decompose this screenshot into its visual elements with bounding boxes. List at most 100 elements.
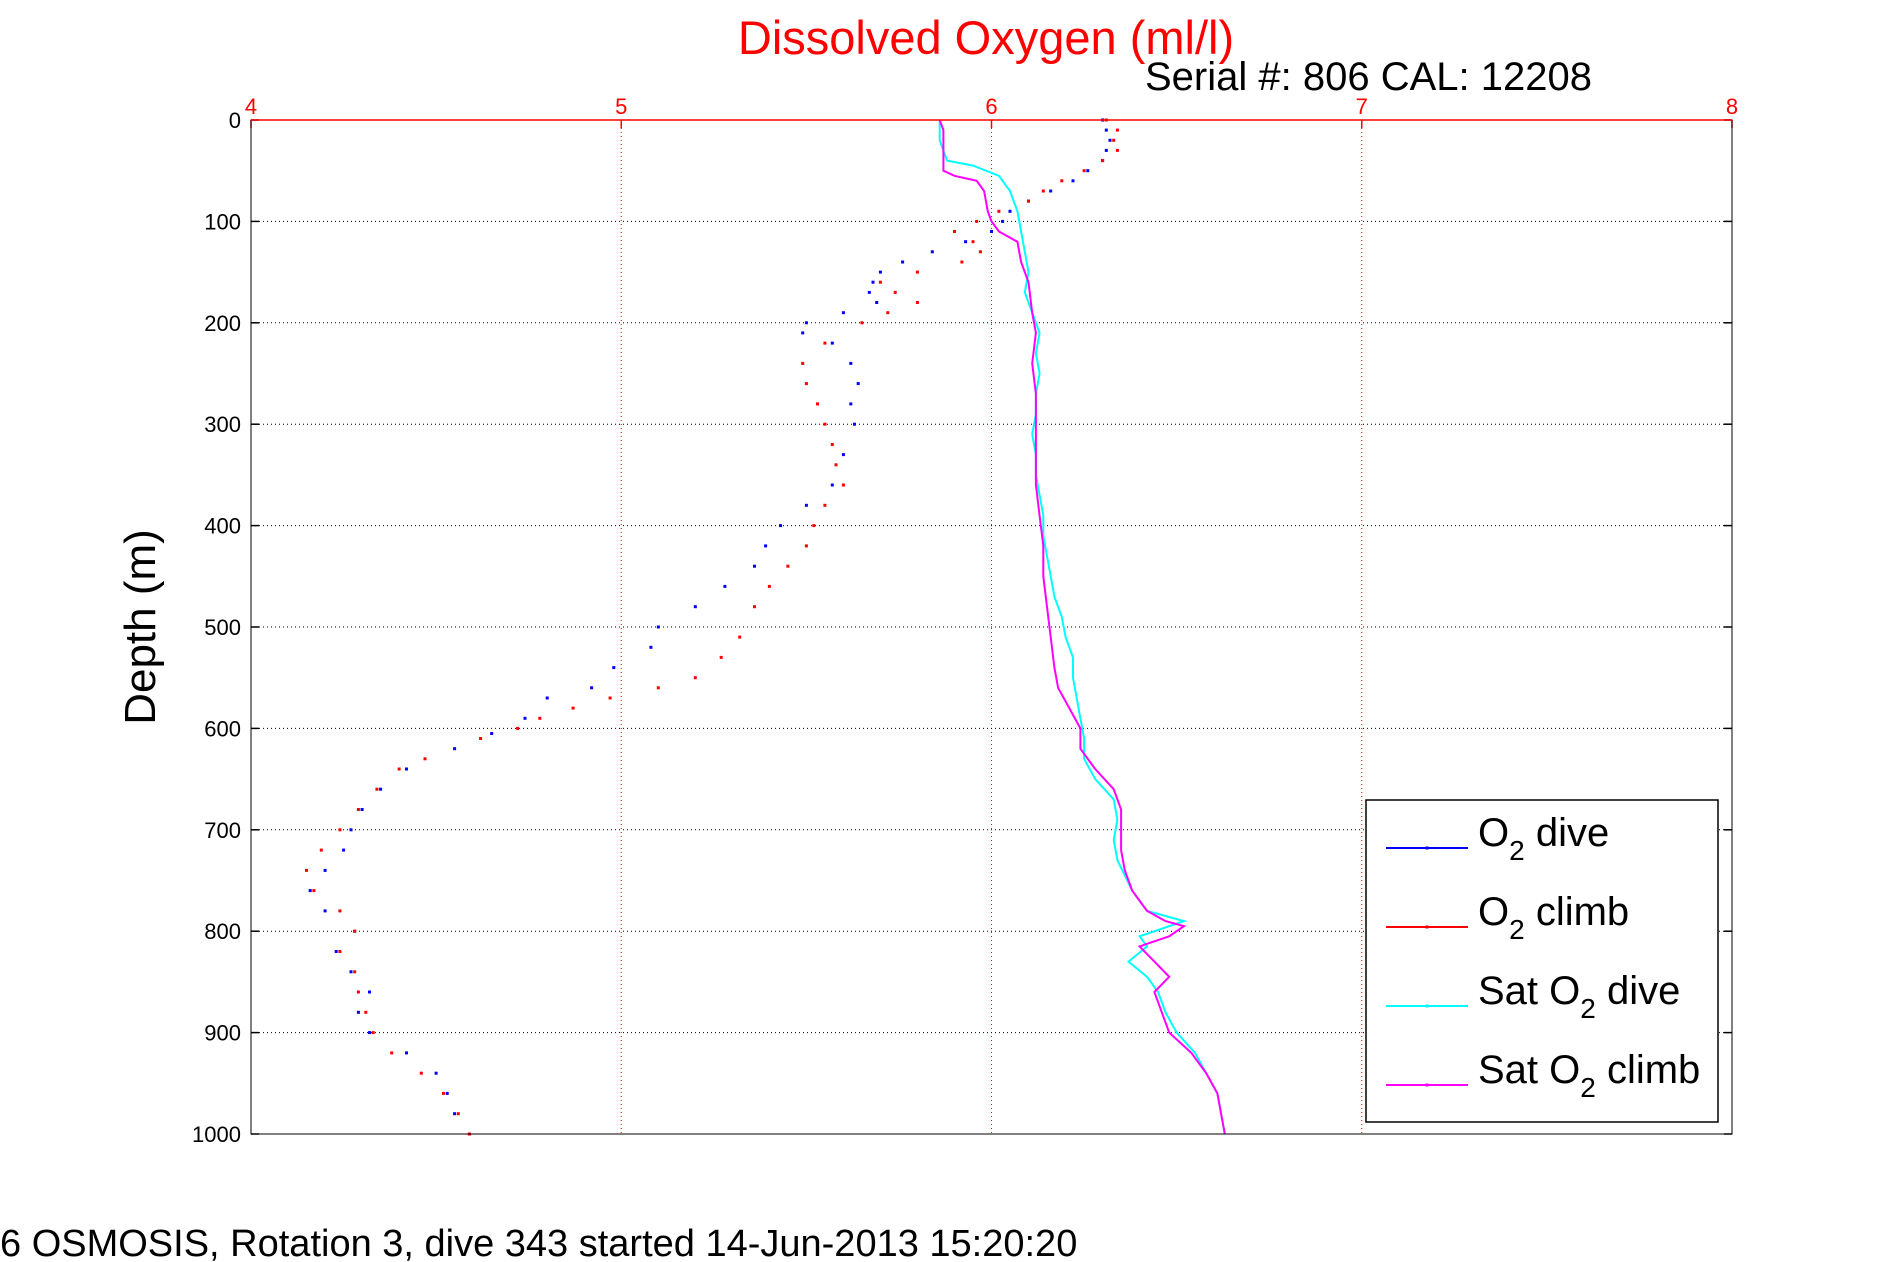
o2-climb-point bbox=[356, 990, 360, 994]
legend-marker bbox=[1425, 1083, 1429, 1087]
legend-label: O2 climb bbox=[1478, 890, 1629, 945]
o2-climb-point bbox=[1112, 138, 1116, 142]
y-tick-label: 0 bbox=[229, 108, 241, 133]
o2-climb-point bbox=[338, 909, 342, 913]
o2-dive-point bbox=[801, 331, 805, 335]
o2-climb-point bbox=[693, 676, 697, 680]
o2-climb-point bbox=[371, 1031, 375, 1035]
y-axis-ticks: 0 100 200 300 400 500 600 700 800 900 1000 bbox=[192, 108, 1732, 1147]
o2-dive-point bbox=[853, 422, 856, 426]
legend-items: O2 dive O2 climb Sat O2 dive Sat O2 climb bbox=[1386, 811, 1700, 1103]
o2-dive-point bbox=[849, 361, 853, 365]
o2-climb-point bbox=[886, 311, 890, 315]
o2-climb-point bbox=[1082, 169, 1086, 173]
o2-climb-point bbox=[830, 443, 834, 446]
o2-climb-point bbox=[571, 706, 575, 710]
o2-climb-point bbox=[1041, 189, 1045, 193]
o2-dive-point bbox=[453, 747, 457, 751]
dive-info-footer: 6 OSMOSIS, Rotation 3, dive 343 started … bbox=[0, 1223, 1077, 1262]
o2-dive-point bbox=[1001, 219, 1005, 223]
o2-dive-point bbox=[693, 605, 697, 609]
o2-climb-point bbox=[423, 757, 427, 761]
o2-climb-point bbox=[319, 848, 323, 852]
o2-climb-point bbox=[1101, 159, 1105, 163]
o2-dive-point bbox=[405, 1051, 408, 1055]
legend-label: O2 dive bbox=[1478, 811, 1609, 866]
o2-climb-point bbox=[997, 209, 1001, 213]
y-tick-label: 300 bbox=[204, 412, 241, 437]
y-tick-label: 1000 bbox=[192, 1122, 241, 1147]
o2-climb-point bbox=[719, 655, 723, 659]
legend-marker bbox=[1425, 925, 1429, 929]
o2-climb-point bbox=[860, 321, 864, 325]
o2-dive-point bbox=[830, 341, 834, 345]
o2-climb-point bbox=[816, 402, 819, 406]
x-axis-ticks: 4 5 6 7 8 bbox=[245, 94, 1738, 128]
o2-climb-point bbox=[841, 483, 845, 487]
y-tick-label: 600 bbox=[204, 716, 241, 741]
o2-dive-point bbox=[434, 1071, 438, 1075]
o2-dive-point bbox=[878, 270, 882, 274]
o2-climb-point bbox=[656, 686, 660, 690]
o2-dive-point bbox=[356, 1010, 360, 1014]
o2-climb-point bbox=[356, 808, 360, 811]
o2-dive-point bbox=[1071, 179, 1075, 183]
o2-dive-point bbox=[360, 808, 364, 811]
o2-climb-point bbox=[834, 463, 838, 467]
o2-dive-point bbox=[1086, 169, 1090, 173]
o2-dive-point bbox=[1008, 209, 1012, 213]
o2-dive-point bbox=[856, 382, 860, 386]
data-series bbox=[305, 118, 1226, 1136]
legend-label: Sat O2 dive bbox=[1478, 969, 1680, 1024]
legend-entry: Sat O2 dive bbox=[1386, 969, 1680, 1024]
chart-title: Dissolved Oxygen (ml/l) bbox=[738, 11, 1234, 64]
o2-dive-point bbox=[334, 950, 338, 953]
o2-dive-point bbox=[1104, 148, 1108, 152]
o2-dive-point bbox=[590, 686, 594, 690]
series-sat-o2-dive bbox=[938, 120, 1226, 1135]
o2-dive-point bbox=[723, 584, 727, 588]
y-axis-label: Depth (m) bbox=[116, 529, 165, 725]
o2-climb-point bbox=[456, 1112, 460, 1116]
legend-entry: O2 dive bbox=[1386, 811, 1609, 866]
o2-dive-point bbox=[964, 240, 968, 244]
o2-dive-point bbox=[841, 453, 845, 457]
o2-climb-point bbox=[823, 341, 827, 345]
o2-dive-point bbox=[308, 889, 312, 893]
legend-box bbox=[1365, 799, 1719, 1123]
o2-climb-point bbox=[442, 1091, 445, 1095]
o2-climb-point bbox=[953, 230, 956, 233]
o2-dive-point bbox=[867, 290, 871, 294]
o2-climb-point bbox=[419, 1071, 423, 1075]
x-tick-label: 5 bbox=[615, 94, 627, 119]
o2-climb-point bbox=[753, 605, 756, 609]
y-tick-label: 100 bbox=[204, 209, 241, 234]
o2-dive-point bbox=[612, 666, 616, 670]
o2-climb-point bbox=[767, 584, 771, 588]
o2-climb-point bbox=[978, 250, 982, 254]
o2-climb-point bbox=[338, 828, 342, 832]
o2-dive-point bbox=[349, 828, 353, 832]
o2-climb-point bbox=[375, 787, 379, 791]
x-tick-label: 4 bbox=[245, 94, 257, 119]
o2-climb-point bbox=[479, 737, 483, 740]
legend-entry: O2 climb bbox=[1386, 890, 1629, 945]
o2-climb-point bbox=[915, 270, 919, 274]
o2-climb-point bbox=[338, 950, 342, 953]
o2-climb-point bbox=[1115, 128, 1119, 132]
o2-climb-point bbox=[738, 635, 742, 639]
y-tick-label: 800 bbox=[204, 919, 241, 944]
o2-dive-point bbox=[1108, 138, 1112, 142]
o2-dive-point bbox=[342, 848, 346, 852]
o2-climb-point bbox=[397, 767, 401, 771]
o2-climb-point bbox=[538, 716, 542, 720]
o2-dive-point bbox=[368, 1031, 371, 1035]
o2-dive-point bbox=[453, 1112, 457, 1116]
legend-label: Sat O2 climb bbox=[1478, 1048, 1700, 1103]
o2-climb-point bbox=[975, 219, 979, 223]
o2-dive-point bbox=[1104, 128, 1108, 132]
o2-climb-point bbox=[353, 929, 357, 933]
o2-dive-point bbox=[875, 301, 879, 304]
o2-dive-point bbox=[323, 909, 327, 913]
